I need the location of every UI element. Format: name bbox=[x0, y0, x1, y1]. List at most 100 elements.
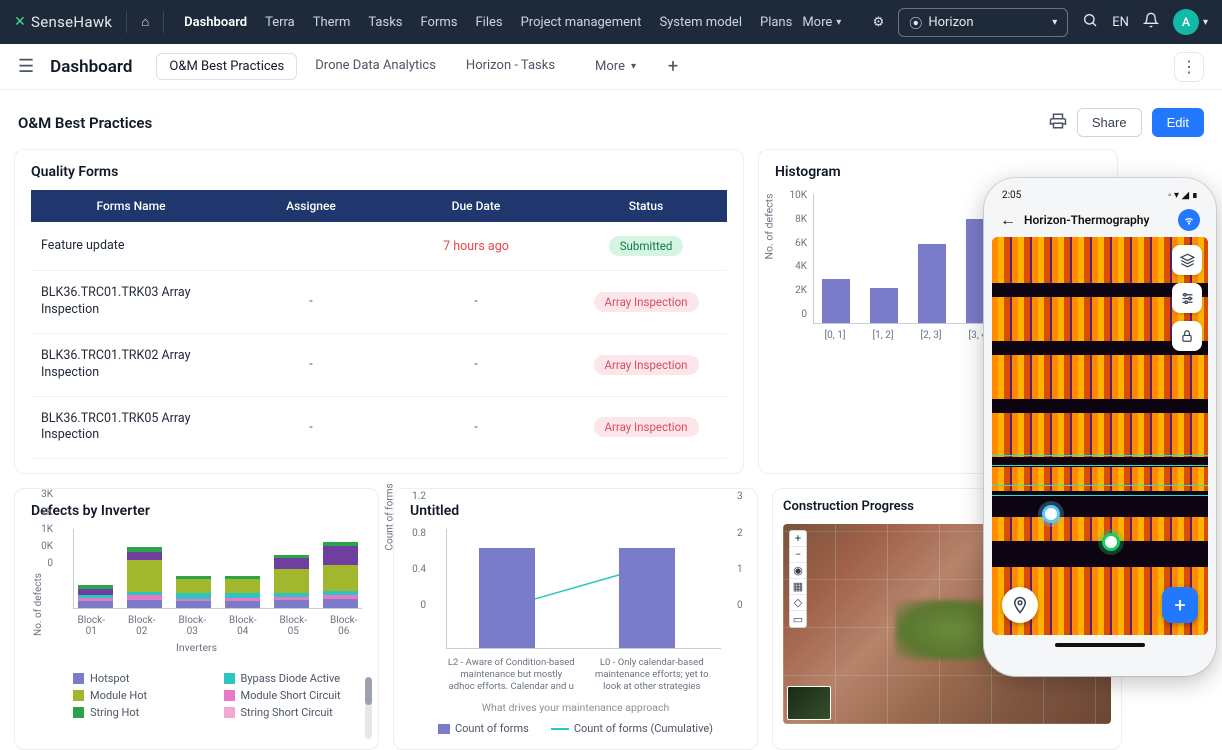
stacked-bars bbox=[73, 529, 362, 609]
stacked-bar[interactable] bbox=[127, 547, 162, 608]
nav-item[interactable]: Plans bbox=[760, 15, 792, 30]
category-label: L2 - Aware of Condition-based maintenanc… bbox=[446, 657, 576, 693]
nav-item[interactable]: Tasks bbox=[368, 15, 402, 30]
dashboard-tab[interactable]: O&M Best Practices bbox=[156, 53, 297, 80]
more-actions-button[interactable]: ⋮ bbox=[1174, 52, 1204, 82]
stacked-bar[interactable] bbox=[274, 555, 309, 608]
chart-question: What drives your maintenance approach bbox=[410, 701, 741, 714]
marker-blue[interactable] bbox=[1042, 505, 1060, 523]
legend-swatch bbox=[73, 690, 84, 701]
print-icon[interactable] bbox=[1049, 112, 1067, 134]
dashboard-tab[interactable]: Drone Data Analytics bbox=[303, 53, 448, 80]
card-title: Untitled bbox=[410, 503, 741, 519]
histogram-bar[interactable] bbox=[822, 279, 850, 323]
back-icon[interactable]: ← bbox=[1000, 210, 1016, 230]
category-label: L0 - Only calendar-based maintenance eff… bbox=[587, 657, 717, 693]
bar-label: Block-04 bbox=[225, 615, 262, 637]
phone-status-bar: 2:05 ◦ ▾ ◢ ∎ bbox=[992, 188, 1208, 203]
edit-button[interactable]: Edit bbox=[1152, 108, 1204, 137]
card-title: Quality Forms bbox=[31, 164, 727, 180]
cell-assignee: - bbox=[231, 343, 391, 386]
histogram-bar[interactable] bbox=[918, 244, 946, 323]
thermal-map[interactable]: + bbox=[992, 237, 1208, 635]
cell-due: 7 hours ago bbox=[391, 225, 561, 268]
nav-item[interactable]: Forms bbox=[421, 15, 458, 30]
lock-icon[interactable] bbox=[1172, 321, 1202, 351]
cell-status: Array Inspection bbox=[561, 403, 731, 451]
notifications-icon[interactable] bbox=[1143, 12, 1159, 32]
brand: ✕ SenseHawk bbox=[14, 13, 112, 31]
nav-more[interactable]: More ▾ bbox=[802, 15, 841, 30]
cell-name: BLK36.TRC01.TRK03 Array Inspection bbox=[31, 271, 231, 333]
sub-header: ☰ Dashboard O&M Best PracticesDrone Data… bbox=[0, 44, 1222, 90]
locate-button[interactable]: ◉ bbox=[790, 563, 806, 579]
nav-item[interactable]: System model bbox=[659, 15, 742, 30]
chart-legend: HotspotBypass Diode ActiveModule HotModu… bbox=[31, 672, 362, 719]
zoom-in-button[interactable]: + bbox=[790, 531, 806, 547]
minimap[interactable] bbox=[787, 686, 831, 720]
add-tab-button[interactable]: + bbox=[660, 54, 686, 80]
bar-label: Block-01 bbox=[73, 615, 110, 637]
table-row[interactable]: BLK36.TRC01.TRK05 Array Inspection--Arra… bbox=[31, 397, 727, 460]
stacked-bar[interactable] bbox=[225, 576, 260, 608]
layers-button[interactable]: ▦ bbox=[790, 579, 806, 595]
legend-item: Module Hot bbox=[73, 689, 212, 702]
bar-label: [2, 3] bbox=[917, 330, 945, 341]
combo-bar[interactable] bbox=[619, 548, 675, 648]
cell-status: Array Inspection bbox=[561, 278, 731, 326]
language-switch[interactable]: EN bbox=[1112, 15, 1129, 30]
measure-button[interactable]: ▭ bbox=[790, 611, 806, 627]
dashboard-tab[interactable]: Horizon - Tasks bbox=[454, 53, 567, 80]
phone-header: ← Horizon-Thermography bbox=[992, 203, 1208, 237]
nav-item[interactable]: Files bbox=[475, 15, 502, 30]
line-icon bbox=[551, 728, 569, 730]
search-icon[interactable] bbox=[1082, 12, 1098, 32]
cell-due: - bbox=[391, 406, 561, 449]
map-controls: + − ◉ ▦ ◇ ▭ bbox=[789, 530, 807, 628]
y-axis-label: No. of defects bbox=[33, 573, 44, 636]
stacked-bar[interactable] bbox=[78, 585, 113, 608]
card-title: Defects by Inverter bbox=[31, 503, 362, 519]
cell-name: BLK36.TRC01.TRK02 Array Inspection bbox=[31, 334, 231, 396]
legend-scrollbar[interactable] bbox=[365, 677, 372, 739]
draw-button[interactable]: ◇ bbox=[790, 595, 806, 611]
chart-legend: Count of forms Count of forms (Cumulativ… bbox=[410, 722, 741, 735]
stacked-bar[interactable] bbox=[176, 576, 211, 608]
nav-item[interactable]: Project management bbox=[521, 15, 642, 30]
stacked-bar[interactable] bbox=[323, 542, 358, 608]
asset-selector[interactable]: ⦿Horizon ▾ bbox=[898, 8, 1068, 37]
layers-icon[interactable] bbox=[1172, 245, 1202, 275]
combo-bar[interactable] bbox=[479, 548, 535, 648]
zoom-out-button[interactable]: − bbox=[790, 547, 806, 563]
asset-value: Horizon bbox=[928, 15, 973, 30]
location-button[interactable] bbox=[1002, 587, 1038, 623]
user-menu[interactable]: A ▾ bbox=[1173, 9, 1208, 35]
layers-icon: ⦿ bbox=[909, 13, 922, 32]
add-button[interactable]: + bbox=[1162, 587, 1198, 623]
y-axis-label: No. of defects bbox=[763, 193, 776, 259]
phone-status-icons: ◦ ▾ ◢ ∎ bbox=[1168, 190, 1198, 201]
tabs-more[interactable]: More ▾ bbox=[595, 59, 636, 74]
nav-item[interactable]: Dashboard bbox=[184, 15, 247, 30]
nav-item[interactable]: Terra bbox=[265, 15, 295, 30]
wifi-icon[interactable] bbox=[1178, 209, 1200, 231]
menu-icon[interactable]: ☰ bbox=[18, 56, 34, 77]
status-badge: Array Inspection bbox=[594, 292, 699, 312]
settings-icon[interactable]: ⚙ bbox=[873, 15, 885, 30]
nav-item[interactable]: Therm bbox=[313, 15, 351, 30]
histogram-bar[interactable] bbox=[870, 288, 898, 323]
home-icon[interactable]: ⌂ bbox=[141, 14, 149, 30]
share-button[interactable]: Share bbox=[1077, 108, 1142, 137]
table-row[interactable]: BLK36.TRC01.TRK02 Array Inspection--Arra… bbox=[31, 334, 727, 397]
defects-by-inverter-card: Defects by Inverter No. of defects 3K2K1… bbox=[14, 488, 379, 750]
phone-time: 2:05 bbox=[1002, 190, 1021, 201]
table-row[interactable]: BLK36.TRC01.TRK03 Array Inspection--Arra… bbox=[31, 271, 727, 334]
quality-forms-card: Quality Forms Forms NameAssigneeDue Date… bbox=[14, 149, 744, 474]
table-row[interactable]: Feature update7 hours agoSubmitted bbox=[31, 222, 727, 271]
sliders-icon[interactable] bbox=[1172, 283, 1202, 313]
marker-green[interactable] bbox=[1102, 533, 1120, 551]
cell-name: Feature update bbox=[31, 224, 231, 269]
status-badge: Array Inspection bbox=[594, 355, 699, 375]
legend-item: Module Short Circuit bbox=[224, 689, 363, 702]
cell-assignee bbox=[231, 232, 391, 260]
